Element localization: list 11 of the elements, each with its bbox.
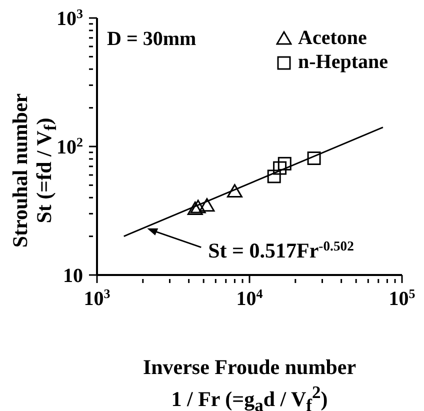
y-tick-label: 10$^{2}$ xyxy=(56,134,83,158)
y-tick-label: 10$^{3}$ xyxy=(56,6,84,30)
annotation: D = 30mm xyxy=(107,28,196,51)
x-tick-label: 10$^{3}$ xyxy=(84,286,111,310)
x-tick-label: 10$^{4}$ xyxy=(236,286,264,310)
x-tick-label: 10$^{5}$ xyxy=(388,286,416,310)
legend-label: n-Heptane xyxy=(298,50,388,74)
legend-label: Acetone xyxy=(298,26,367,50)
x-axis-title: Inverse Froude number 1 / Fr (=g$_{a}$d / V$_{f}$$^{2}$) xyxy=(142,355,358,411)
y-tick-label: 10 xyxy=(63,265,83,287)
annotation: St = 0.517Fr$^{-0.502}$ xyxy=(208,238,354,262)
